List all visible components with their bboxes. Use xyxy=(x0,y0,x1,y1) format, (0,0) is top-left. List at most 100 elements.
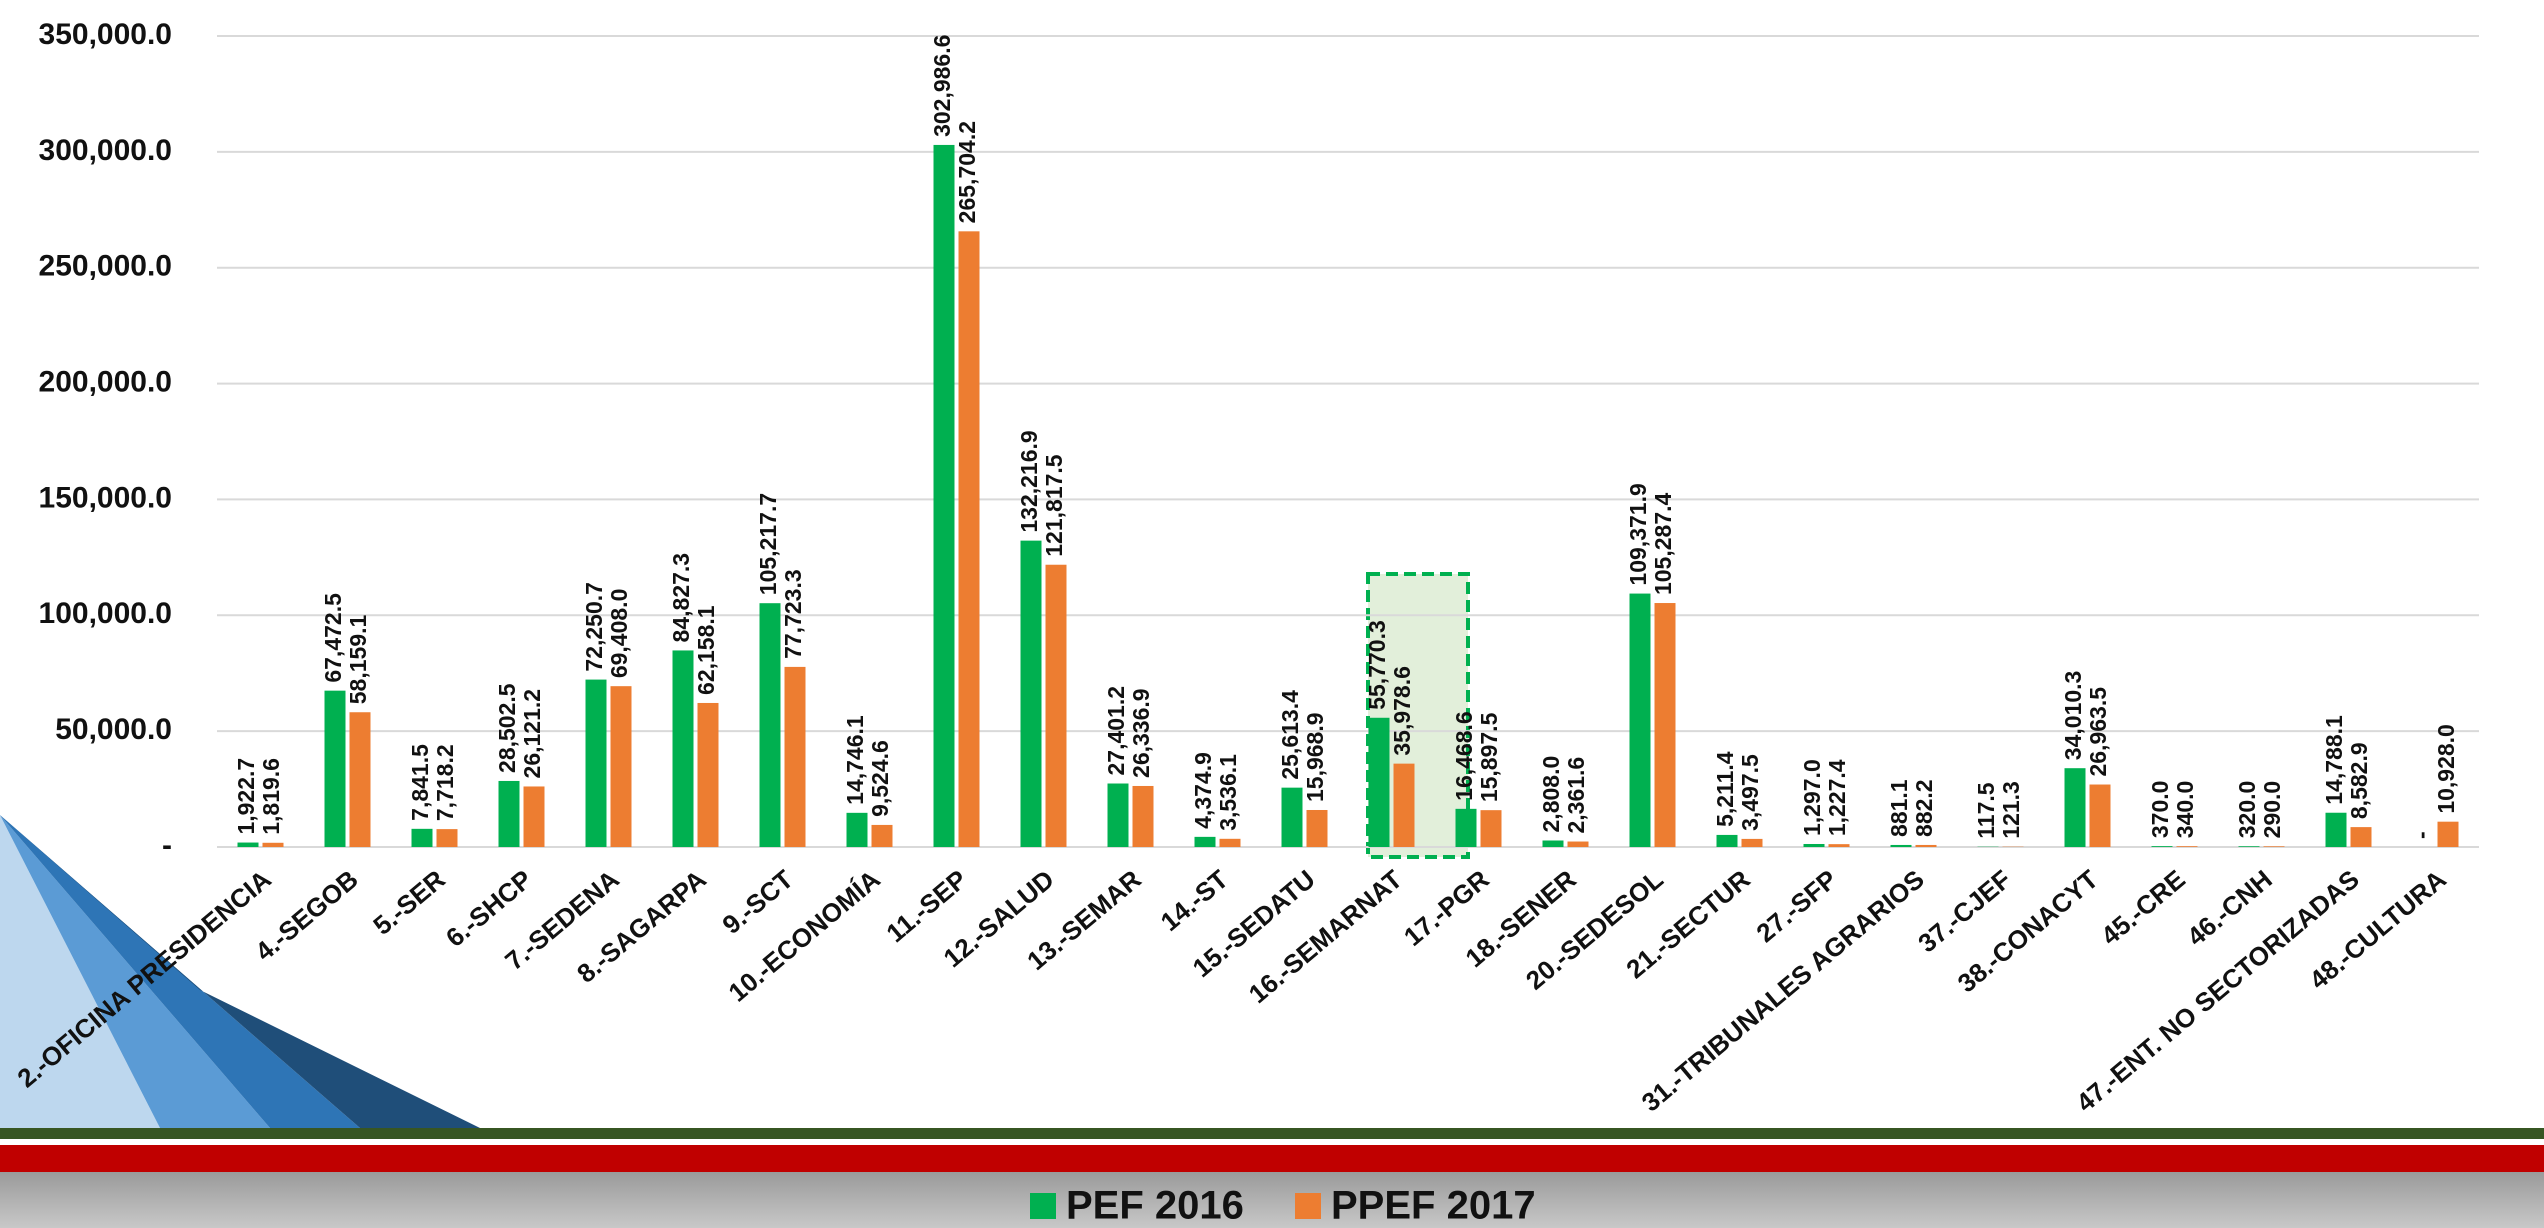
legend-label: PPEF 2017 xyxy=(1331,1184,1536,1228)
bar xyxy=(524,786,545,847)
bar xyxy=(2090,785,2111,847)
value-label: 1,297.0 xyxy=(1799,759,1825,836)
bar xyxy=(1742,839,1763,847)
bar xyxy=(1630,594,1651,847)
value-label: 881.1 xyxy=(1886,779,1912,837)
value-label: 5,211.4 xyxy=(1712,751,1738,827)
y-tick-label: 250,000.0 xyxy=(39,250,172,283)
value-label: 290.0 xyxy=(2259,781,2285,839)
legend-label: PEF 2016 xyxy=(1066,1184,1244,1228)
value-label: 67,472.5 xyxy=(320,593,346,683)
grid: - 50,000.0 100,000.0 150,000.0 200,000.0 250,… xyxy=(39,18,2479,862)
bar xyxy=(760,603,781,847)
value-label: 62,158.1 xyxy=(693,605,719,695)
value-label: 15,968.9 xyxy=(1302,712,1328,802)
x-tick-label: 45.-CRE xyxy=(2095,864,2191,951)
bar xyxy=(1481,810,1502,847)
value-label: 26,336.9 xyxy=(1128,688,1154,778)
bar xyxy=(412,829,433,847)
bar xyxy=(586,680,607,847)
value-label: 26,121.2 xyxy=(519,689,545,779)
bar xyxy=(934,145,955,847)
value-label: 105,287.4 xyxy=(1650,493,1676,596)
bar xyxy=(673,650,694,847)
bar xyxy=(1891,845,1912,847)
value-label: 4,374.9 xyxy=(1190,752,1216,829)
value-label: 1,227.4 xyxy=(1824,759,1850,836)
bar xyxy=(872,825,893,847)
bar xyxy=(2177,846,2198,847)
value-label: 58,159.1 xyxy=(345,614,371,704)
bar xyxy=(1307,810,1328,847)
x-tick-label: 14.-ST xyxy=(1155,864,1234,937)
bar xyxy=(2264,846,2285,847)
value-label: 35,978.6 xyxy=(1389,666,1415,756)
value-label: 28,502.5 xyxy=(494,683,520,773)
x-tick-label: 9.-SCT xyxy=(716,864,798,940)
value-label: 27,401.2 xyxy=(1103,686,1129,776)
y-tick-label: 200,000.0 xyxy=(39,365,172,398)
bar xyxy=(263,843,284,847)
bar xyxy=(1108,784,1129,847)
value-label: 69,408.0 xyxy=(606,589,632,679)
value-label: 105,217.7 xyxy=(755,493,781,595)
value-label: 320.0 xyxy=(2234,781,2260,839)
value-label: 3,497.5 xyxy=(1737,754,1763,831)
legend-swatch xyxy=(1030,1193,1056,1219)
bar xyxy=(325,691,346,847)
y-tick-label: 300,000.0 xyxy=(39,134,172,167)
bar xyxy=(1804,844,1825,847)
value-label: 25,613.4 xyxy=(1277,690,1303,780)
legend-swatch xyxy=(1295,1193,1321,1219)
value-label: 14,746.1 xyxy=(842,715,868,805)
value-label: 117.5 xyxy=(1973,782,1999,838)
value-label: 16,468.6 xyxy=(1451,711,1477,801)
value-label: 1,922.7 xyxy=(233,758,259,835)
value-label: 2,808.0 xyxy=(1538,756,1564,833)
value-label: 34,010.3 xyxy=(2060,671,2086,761)
bar xyxy=(1717,835,1738,847)
value-label: - xyxy=(2408,831,2434,839)
bar xyxy=(2152,846,2173,847)
bar xyxy=(1655,603,1676,847)
bar xyxy=(238,843,259,847)
value-label: 370.0 xyxy=(2147,781,2173,839)
bar xyxy=(1394,764,1415,847)
bar xyxy=(437,829,458,847)
bar xyxy=(499,781,520,847)
y-tick-label: 50,000.0 xyxy=(55,713,172,746)
value-label: 1,819.6 xyxy=(258,758,284,835)
bar xyxy=(2438,822,2459,847)
bar xyxy=(1133,786,1154,847)
value-label: 132,216.9 xyxy=(1016,430,1042,532)
bar xyxy=(1021,541,1042,847)
bar xyxy=(959,231,980,847)
value-label: 77,723.3 xyxy=(780,569,806,659)
value-label: 121.3 xyxy=(1998,781,2024,839)
bar xyxy=(698,703,719,847)
y-tick-label: 100,000.0 xyxy=(39,597,172,630)
bar xyxy=(1456,809,1477,847)
bar xyxy=(2326,813,2347,847)
bar xyxy=(350,712,371,847)
bar xyxy=(1195,837,1216,847)
value-label: 2,361.6 xyxy=(1563,757,1589,834)
bar xyxy=(2351,827,2372,847)
value-label: 8,582.9 xyxy=(2346,742,2372,819)
value-label: 55,770.3 xyxy=(1364,620,1390,710)
bar xyxy=(1369,718,1390,847)
chart: - 50,000.0 100,000.0 150,000.0 200,000.0 250,… xyxy=(0,0,2544,1228)
bar xyxy=(1829,844,1850,847)
value-label: 14,788.1 xyxy=(2321,715,2347,805)
bar xyxy=(2239,846,2260,847)
x-tick-label: 16.-SEMARNAT xyxy=(1243,864,1408,1009)
value-label: 9,524.6 xyxy=(867,740,893,817)
value-label: 121,817.5 xyxy=(1041,454,1067,557)
y-tick-label: 150,000.0 xyxy=(39,481,172,514)
value-label: 7,841.5 xyxy=(407,744,433,821)
value-label: 72,250.7 xyxy=(581,582,607,672)
bar xyxy=(1568,842,1589,847)
bar xyxy=(847,813,868,847)
value-label: 265,704.2 xyxy=(954,121,980,223)
